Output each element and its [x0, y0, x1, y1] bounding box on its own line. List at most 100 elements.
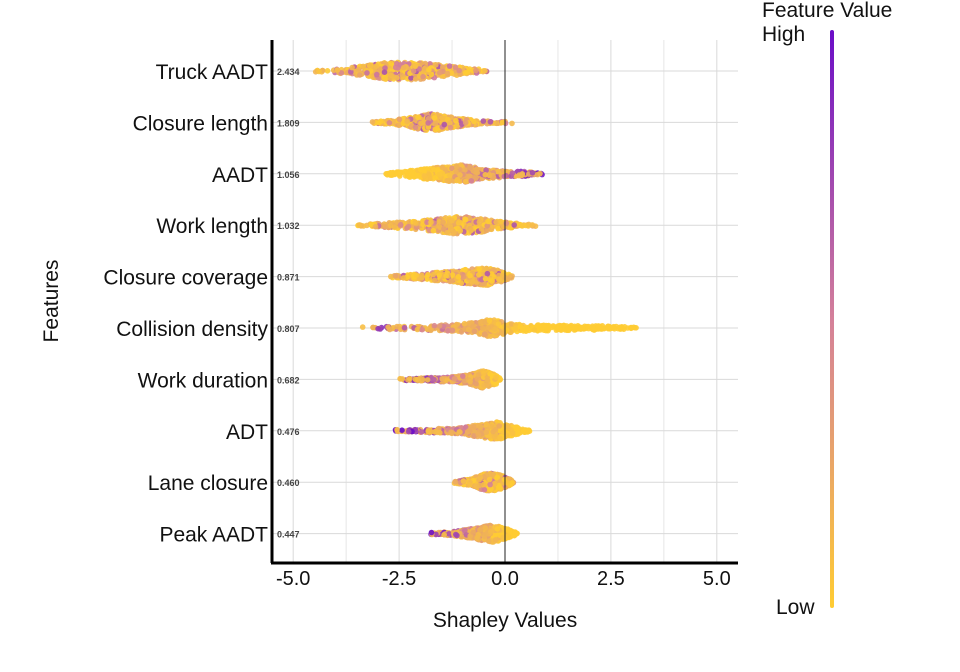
shap-point	[476, 266, 483, 272]
shap-point	[436, 171, 443, 178]
shap-point	[483, 429, 490, 436]
shap-point	[448, 278, 455, 284]
shap-point	[483, 167, 489, 173]
shap-point	[444, 70, 451, 77]
shap-point	[493, 374, 499, 381]
shap-point	[491, 326, 498, 333]
shap-point	[448, 429, 454, 436]
shap-point	[482, 68, 488, 74]
shap-point	[481, 481, 487, 488]
shap-point	[425, 428, 432, 435]
shap-point	[391, 224, 398, 230]
shap-point	[481, 370, 487, 377]
swarm-work-length	[355, 214, 539, 237]
shap-point	[463, 424, 469, 431]
shap-point	[441, 121, 448, 128]
shap-point	[490, 223, 496, 230]
shap-point	[611, 326, 618, 332]
shap-point	[382, 224, 389, 230]
shap-point	[447, 124, 454, 131]
shap-point	[386, 120, 393, 126]
shap-point	[482, 331, 488, 337]
shap-point	[467, 272, 473, 279]
shap-point	[633, 325, 639, 331]
shap-point	[509, 170, 516, 176]
shap-point	[478, 319, 484, 325]
shap-point	[544, 325, 551, 332]
shap-point	[387, 223, 394, 229]
shap-point	[399, 427, 405, 434]
shap-point	[416, 66, 423, 72]
shap-point	[388, 273, 394, 280]
shap-point	[457, 228, 464, 234]
shap-point	[467, 165, 473, 171]
shap-point	[452, 64, 459, 70]
shap-point	[526, 427, 532, 434]
shap-point	[492, 427, 499, 433]
shap-point	[447, 120, 453, 126]
shap-point	[420, 73, 426, 80]
shap-point	[431, 166, 437, 173]
shap-point	[453, 163, 460, 170]
shap-point	[412, 124, 419, 131]
swarm-peak-aadt	[428, 522, 520, 545]
shap-point	[400, 64, 407, 71]
shap-point	[478, 424, 484, 430]
shap-point	[432, 175, 438, 181]
shap-point	[405, 428, 412, 435]
shap-point	[446, 63, 453, 69]
shap-point	[399, 376, 406, 382]
shap-point	[449, 165, 455, 172]
shap-point	[355, 66, 362, 73]
swarm-closure-length	[369, 111, 515, 133]
shap-point	[482, 275, 489, 282]
shap-point	[462, 119, 469, 126]
shap-point	[460, 373, 466, 379]
shap-point	[408, 75, 414, 81]
shap-point	[471, 328, 478, 335]
shap-point	[501, 476, 508, 483]
shap-point	[440, 219, 446, 226]
shap-point	[460, 274, 467, 280]
swarm-closure-coverage	[388, 265, 515, 288]
shap-point	[373, 63, 380, 69]
shap-point	[397, 171, 403, 177]
shap-point	[392, 273, 399, 279]
shap-point	[408, 171, 415, 178]
shap-point	[419, 326, 426, 333]
shap-point	[369, 119, 376, 125]
shap-point	[400, 275, 407, 281]
shap-point	[478, 226, 485, 232]
shap-point	[357, 72, 363, 78]
shap-point	[511, 222, 517, 228]
shap-point	[415, 114, 421, 121]
shap-point	[485, 325, 492, 331]
shap-point	[507, 224, 514, 231]
shap-point	[457, 429, 463, 435]
shap-point	[495, 168, 501, 175]
shap-point	[496, 482, 502, 489]
shap-point	[556, 323, 562, 330]
shap-point	[520, 427, 527, 434]
shap-point	[435, 166, 441, 173]
shap-point	[445, 328, 451, 334]
shap-point	[515, 425, 521, 431]
shap-point	[316, 68, 322, 75]
shap-point	[398, 221, 404, 228]
shap-point	[467, 66, 473, 72]
shap-point	[359, 324, 366, 330]
shap-point	[367, 63, 373, 69]
shap-point	[426, 171, 432, 178]
shap-point	[439, 376, 446, 382]
shap-point	[418, 429, 425, 435]
shap-point	[412, 63, 419, 69]
shap-point	[456, 219, 462, 225]
swarm-lane-closure	[451, 470, 517, 494]
shap-point	[513, 325, 519, 331]
shap-point	[364, 70, 370, 76]
shap-point	[418, 120, 424, 127]
shap-point	[485, 218, 491, 225]
shap-point	[428, 219, 434, 226]
shap-point	[382, 65, 388, 71]
